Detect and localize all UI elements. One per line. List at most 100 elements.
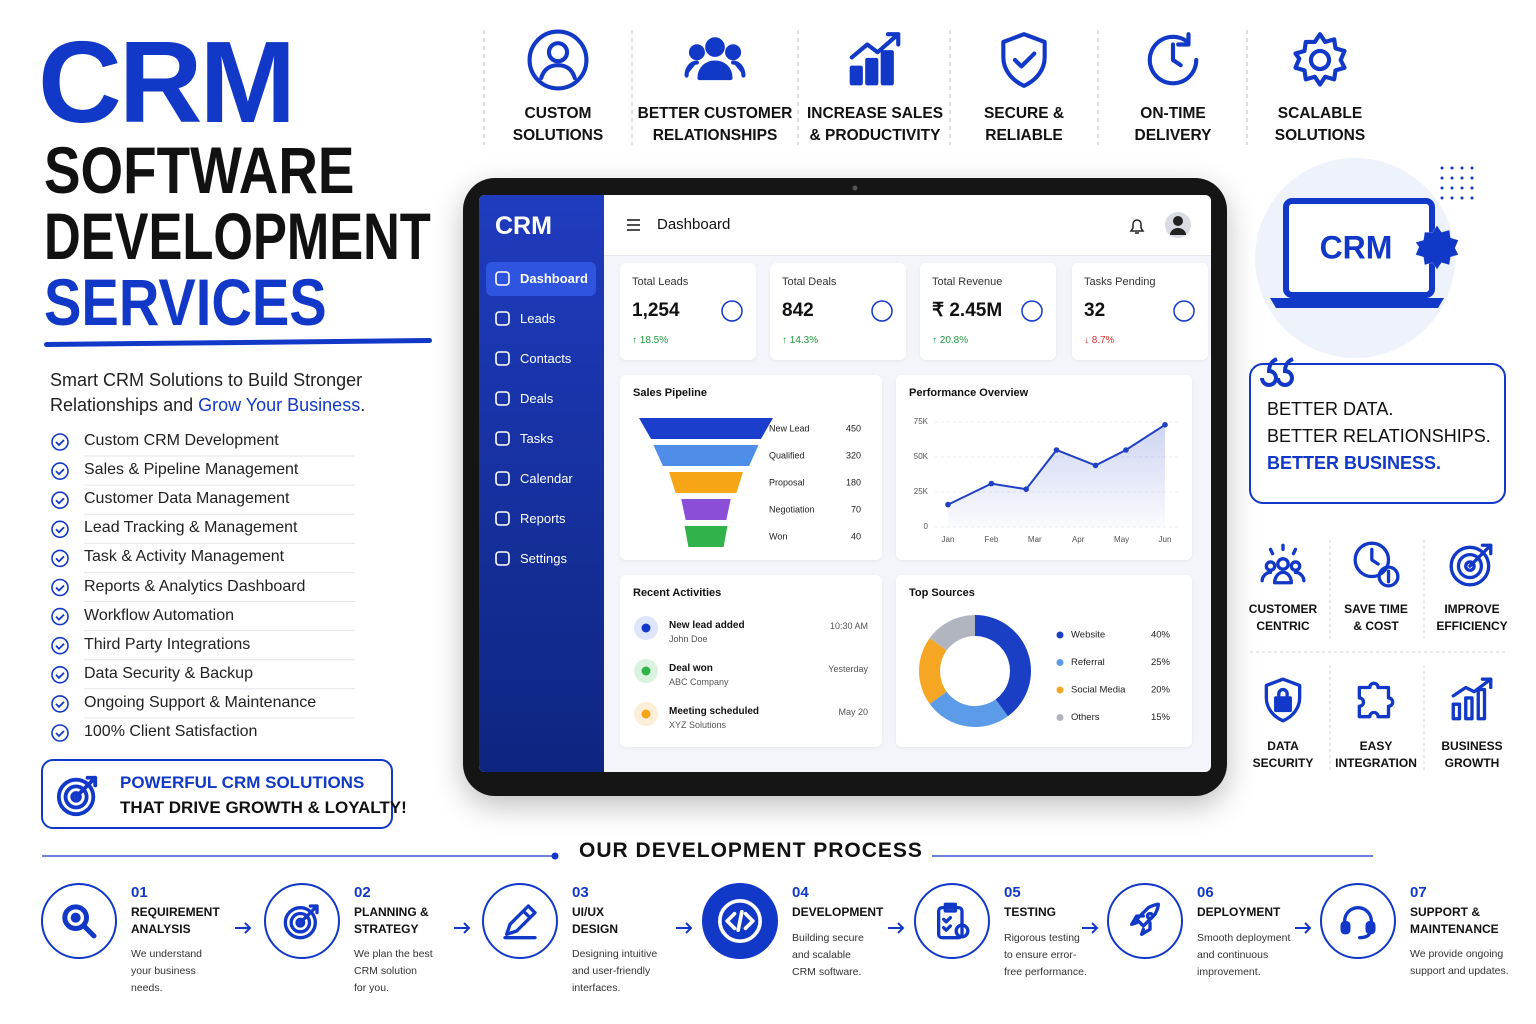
menu-item[interactable]: Deals: [520, 391, 554, 406]
chart-title: Sales Pipeline: [633, 387, 707, 399]
step-title: MAINTENANCE: [1410, 922, 1499, 936]
dot: [1450, 166, 1454, 170]
funnel-label: New Lead: [769, 423, 810, 433]
icon: [1449, 543, 1493, 587]
menu-item[interactable]: Leads: [520, 311, 556, 326]
icon-part: [1012, 51, 1037, 69]
feature-label: INCREASE SALES: [806, 105, 944, 122]
icon: [503, 904, 537, 940]
menu-item[interactable]: Reports: [520, 511, 566, 526]
icon: [1415, 225, 1459, 270]
icon-part: [849, 65, 863, 86]
service-item: Sales & Pipeline Management: [84, 461, 299, 479]
icon-part: [1276, 557, 1290, 571]
step-desc: and scalable: [792, 949, 851, 961]
check-mark: [55, 672, 65, 680]
x-tick-label: May: [1114, 535, 1129, 544]
icon-part: [70, 791, 82, 803]
icon: [1130, 902, 1161, 937]
icon: [684, 37, 746, 81]
card: [770, 263, 906, 360]
legend-label: Referral: [1071, 657, 1105, 668]
icon-part: [684, 60, 746, 81]
step-desc: your business: [131, 965, 196, 977]
activity-avatar-dot: [641, 709, 651, 719]
icon: [937, 902, 970, 940]
dot: [1450, 186, 1454, 190]
icon-part: [1456, 552, 1484, 580]
menu-icon: [495, 431, 510, 446]
check-circle: [51, 724, 69, 742]
intro: Smart CRM Solutions to Build Stronger Re…: [50, 368, 410, 418]
line-point: [1053, 447, 1060, 453]
icon-part: [1260, 543, 1306, 585]
check-mark: [55, 497, 65, 505]
feature-label: DELIVERY: [1134, 127, 1212, 144]
activities-title: Recent Activities: [633, 587, 722, 599]
quote-line: BETTER BUSINESS.: [1267, 453, 1442, 473]
funnel-value: 70: [851, 504, 861, 514]
dot: [1470, 176, 1474, 180]
dot: [1470, 186, 1474, 190]
step-number: 02: [354, 884, 371, 901]
check-circle: [51, 520, 69, 539]
service-item: Third Party Integrations: [84, 635, 251, 653]
icon-part: [1357, 681, 1395, 719]
icon-part: [937, 906, 964, 940]
icon-part: [1001, 32, 1047, 88]
logo: CRM: [495, 212, 552, 240]
quote-mark: [1260, 357, 1294, 387]
page-title: Dashboard: [657, 216, 731, 233]
menu-item[interactable]: Dashboard: [520, 271, 588, 286]
step-number: 04: [792, 884, 809, 901]
benefit-label: & COST: [1353, 619, 1399, 633]
step-desc: and continuous: [1197, 949, 1269, 961]
activity-sub: John Doe: [669, 634, 708, 644]
activity-sub: ABC Company: [669, 677, 729, 687]
step-title: DESIGN: [572, 922, 619, 936]
menu-item[interactable]: Contacts: [520, 351, 572, 366]
intro-text: Smart CRM Solutions to Build Stronger Re…: [50, 370, 363, 415]
legend-dot: [1056, 714, 1064, 721]
step-circle: [482, 883, 558, 959]
card: [920, 263, 1056, 360]
icon: [56, 775, 98, 817]
arrow: [888, 922, 905, 934]
icon-part: [74, 775, 98, 799]
icon: [1357, 681, 1395, 719]
feature-label: SOLUTIONS: [1274, 127, 1366, 144]
laptop-base: [1270, 298, 1444, 308]
kpi-icon: [871, 300, 893, 322]
icon-part: [1353, 541, 1391, 579]
icon-part: [705, 37, 725, 57]
kpi-label: Tasks Pending: [1084, 276, 1156, 288]
step-title: SUPPORT &: [1410, 905, 1481, 919]
icon-part: [1145, 911, 1155, 921]
kpi-value: 842: [782, 300, 814, 321]
kpi-icon: [1021, 300, 1043, 322]
icon-part: [1274, 696, 1292, 713]
line-point: [1092, 462, 1099, 469]
icon-part: [503, 904, 537, 940]
check-circle: [51, 549, 69, 568]
menu-icon: [495, 351, 510, 366]
icon-part: [1464, 560, 1476, 572]
kpi-label: Total Deals: [782, 276, 837, 288]
icon-part: [1264, 677, 1302, 723]
line-point: [1162, 422, 1168, 428]
menu-icon: [495, 391, 510, 406]
menu-item[interactable]: Settings: [520, 551, 567, 566]
feature-label: BETTER CUSTOMER: [637, 105, 793, 122]
menu-item[interactable]: Calendar: [520, 471, 573, 486]
funnel-segment: [669, 472, 743, 493]
step-title: ANALYSIS: [131, 922, 191, 936]
icon-part: [1130, 902, 1161, 937]
menu-icon: [495, 271, 510, 286]
activity-title: New lead added: [669, 620, 745, 631]
y-tick-label: 0: [924, 522, 929, 531]
step-desc: We provide ongoing: [1410, 948, 1504, 960]
dot: [1440, 186, 1444, 190]
check-circle: [51, 695, 69, 713]
menu-item[interactable]: Tasks: [520, 431, 554, 446]
